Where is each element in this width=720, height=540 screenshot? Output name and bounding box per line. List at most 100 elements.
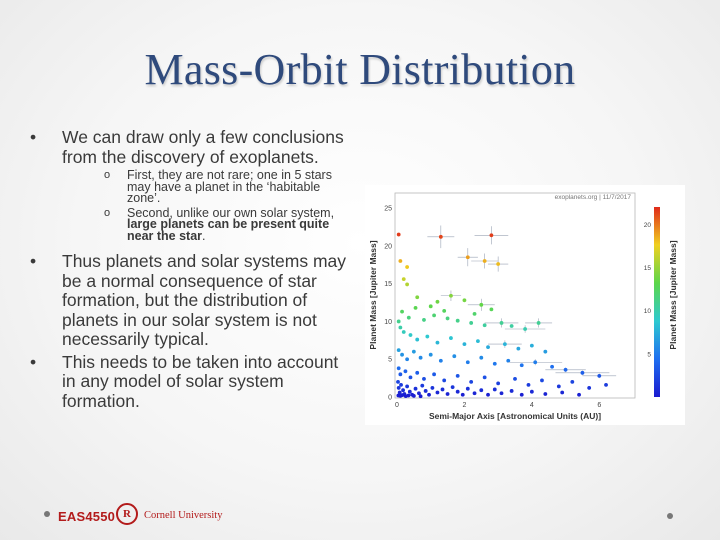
data-point (455, 318, 460, 323)
y-tick-label: 20 (384, 243, 392, 250)
data-point (492, 361, 497, 366)
data-point (397, 390, 402, 395)
footer-dot-left (44, 511, 50, 517)
data-point (450, 385, 455, 390)
data-point (396, 379, 400, 384)
data-point (396, 232, 401, 237)
data-point (413, 386, 418, 391)
sub-bullet-text: First, they are not rare; one in 5 stars… (127, 168, 332, 205)
data-point (408, 333, 413, 337)
data-point (396, 386, 401, 390)
data-point (529, 389, 534, 394)
data-point (455, 373, 460, 378)
y-tick-label: 25 (384, 206, 392, 213)
chart-svg: exoplanets.org | 11/7/2017 Planet Mass [… (368, 192, 678, 421)
data-point (445, 316, 450, 321)
bullet-text: Thus planets and solar systems may be a … (62, 251, 347, 349)
data-point (398, 259, 403, 263)
data-point (400, 352, 404, 357)
data-point (543, 392, 548, 396)
data-point (509, 324, 514, 328)
data-point (482, 259, 487, 263)
data-point (597, 373, 602, 378)
data-point (423, 389, 428, 393)
data-point (489, 233, 494, 238)
data-point (428, 352, 433, 357)
colorbar-label: Planet Mass [Jupiter Mass] (668, 240, 678, 349)
data-point (536, 321, 541, 325)
data-point (492, 387, 497, 392)
data-point (516, 346, 521, 351)
data-point (418, 394, 423, 399)
data-point (482, 375, 487, 380)
colorbar-tick-label: 10 (644, 308, 652, 315)
data-point (415, 295, 420, 300)
x-tick-label: 2 (462, 402, 466, 409)
data-point (435, 390, 440, 395)
data-point (407, 389, 412, 394)
bullet-item: • Thus planets and solar systems may be … (30, 251, 350, 350)
data-point (415, 337, 420, 342)
data-point (519, 392, 524, 397)
data-point (502, 342, 507, 347)
data-point (425, 334, 430, 339)
sub-bullet-tail: . (202, 228, 206, 243)
data-point (496, 262, 501, 266)
data-point (442, 308, 447, 313)
data-point (460, 392, 465, 397)
data-point (435, 299, 440, 304)
x-tick-label: 0 (395, 402, 399, 409)
data-point (509, 389, 514, 393)
data-point (563, 367, 568, 372)
data-point (430, 386, 435, 390)
data-point (405, 357, 410, 362)
bullet-list: • We can draw only a few conclusions fro… (30, 127, 350, 411)
course-code: EAS4550 (58, 509, 116, 524)
data-point (413, 305, 418, 310)
data-point (519, 363, 524, 368)
sub-bullet-marker: o (104, 206, 111, 219)
data-point (533, 360, 538, 365)
sub-bullet-marker: o (104, 169, 111, 181)
data-point (428, 304, 433, 309)
data-point (465, 255, 470, 260)
data-point (523, 327, 528, 331)
chart-credit: exoplanets.org | 11/7/2017 (555, 194, 632, 201)
data-point (479, 302, 484, 307)
data-point (440, 387, 445, 392)
data-point (401, 388, 405, 393)
sub-bullet-list: o First, they are not rare; one in 5 sta… (62, 168, 350, 243)
data-point (543, 349, 548, 354)
data-point (398, 325, 403, 330)
data-point (560, 390, 565, 395)
data-point (550, 364, 554, 369)
data-point (442, 378, 447, 383)
bullet-dot: • (30, 351, 37, 372)
data-point (449, 293, 453, 298)
bullet-item: • We can draw only a few conclusions fro… (30, 127, 350, 243)
bullet-dot: • (30, 127, 37, 147)
data-point (432, 313, 436, 318)
data-point (405, 265, 410, 269)
bullet-text: This needs to be taken into account in a… (62, 351, 339, 411)
data-point (396, 348, 401, 353)
data-point (479, 355, 484, 360)
data-point (462, 342, 467, 347)
data-point (499, 321, 504, 325)
data-point (496, 381, 501, 386)
data-point (469, 379, 474, 384)
data-point (411, 349, 416, 354)
data-point (513, 376, 517, 381)
data-point (398, 372, 403, 377)
university-name: Cornell University (144, 510, 223, 521)
x-axis-label: Semi-Major Axis [Astronomical Units (AU)… (429, 411, 601, 421)
y-axis-label: Planet Mass [Jupiter Mass] (368, 240, 378, 349)
data-point (469, 321, 474, 325)
data-point (482, 323, 487, 328)
data-point (396, 366, 401, 371)
data-point (406, 393, 411, 398)
data-point (435, 340, 440, 345)
data-point (401, 330, 406, 334)
data-point (479, 388, 484, 393)
bullet-text: We can draw only a few conclusions from … (62, 127, 344, 167)
